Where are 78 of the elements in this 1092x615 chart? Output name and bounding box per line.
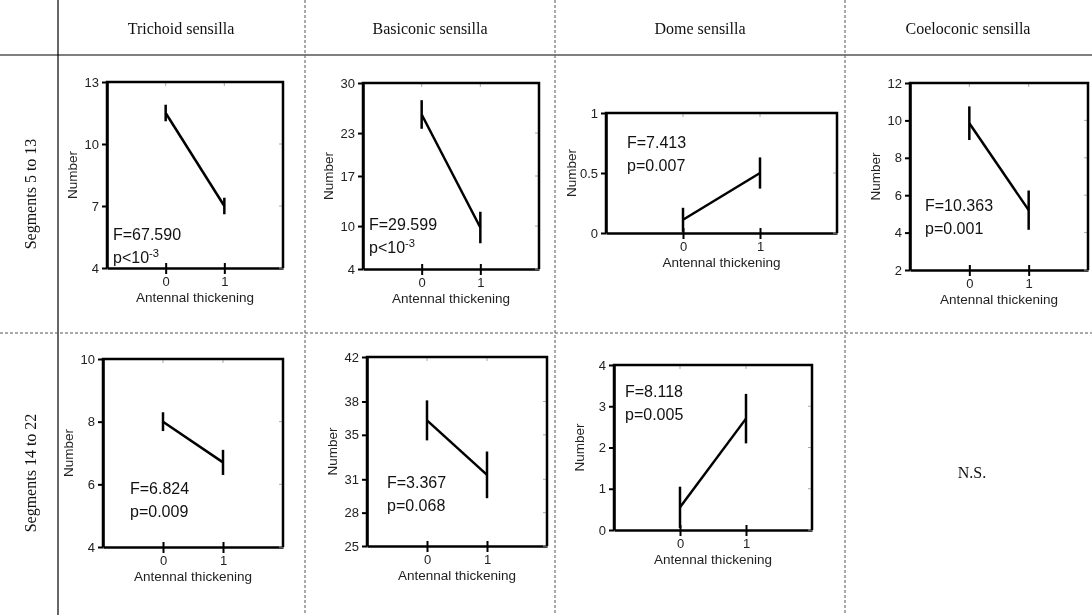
y-axis-title: Number xyxy=(65,150,80,200)
x-axis-title: Antennal thickening xyxy=(136,290,254,305)
x-axis-title: Antennal thickening xyxy=(392,291,510,306)
y-tick-label: 4 xyxy=(87,539,95,555)
annotation: F=8.118 xyxy=(625,383,684,400)
y-tick-label: 4 xyxy=(598,357,606,373)
text: Trichoid sensilla xyxy=(127,20,235,37)
y-tick-label: 4 xyxy=(91,260,99,276)
y-tick-label: 31 xyxy=(344,471,359,487)
annotation: p=0.005 xyxy=(625,406,684,423)
x-axis-title: Antennal thickening xyxy=(662,255,781,270)
x-axis-title: Antennal thickening xyxy=(398,568,516,583)
y-tick-label: 10 xyxy=(80,351,95,367)
text: Coeloconic sensilla xyxy=(905,20,1031,37)
y-tick-label: 10 xyxy=(84,136,99,152)
y-axis-title: Number xyxy=(564,148,579,198)
annotation: p<10$^{-3}$ xyxy=(113,247,159,266)
annotation: F=10.363 xyxy=(925,197,994,214)
x-tick-label: 0 xyxy=(162,274,170,290)
y-tick-label: 6 xyxy=(87,476,95,492)
x-tick-label: 1 xyxy=(477,275,485,291)
y-tick-label: 42 xyxy=(344,349,359,365)
text: Dome sensilla xyxy=(654,20,746,37)
annotation: p=0.001 xyxy=(925,220,984,237)
annotation: F=6.824 xyxy=(130,480,190,497)
x-tick-label: 0 xyxy=(423,552,432,568)
y-tick-label: 1 xyxy=(598,481,606,497)
text: Segments 14 to 22 xyxy=(21,413,40,533)
x-tick-label: 1 xyxy=(219,553,228,569)
x-tick-label: 0 xyxy=(966,276,974,292)
y-tick-label: 2 xyxy=(894,262,902,278)
y-tick-label: 1 xyxy=(590,105,598,121)
annotation: F=7.413 xyxy=(627,134,687,151)
y-axis-title: Number xyxy=(321,151,336,201)
y-tick-label: 23 xyxy=(340,125,355,141)
text: Basiconic sensilla xyxy=(372,20,488,37)
x-tick-label: 1 xyxy=(1025,276,1033,292)
annotation: p<10$^{-3}$ xyxy=(369,237,415,256)
y-tick-label: 8 xyxy=(87,414,95,430)
annotation: F=3.367 xyxy=(387,474,447,491)
y-tick-label: 7 xyxy=(91,198,99,214)
y-tick-label: 38 xyxy=(344,394,359,410)
annotation: p=0.009 xyxy=(130,503,189,520)
y-tick-label: 8 xyxy=(894,150,902,166)
y-axis-title: Number xyxy=(868,151,883,201)
y-axis-title: Number xyxy=(572,422,587,472)
x-tick-label: 0 xyxy=(418,275,426,291)
y-tick-label: 28 xyxy=(344,505,359,521)
y-tick-label: 3 xyxy=(598,398,606,414)
text: Segments 5 to 13 xyxy=(21,138,40,250)
y-tick-label: 0.5 xyxy=(579,165,598,181)
x-axis-title: Antennal thickening xyxy=(654,552,772,567)
annotation: p=0.007 xyxy=(627,157,686,174)
y-tick-label: 30 xyxy=(340,75,355,91)
annotation: F=67.590 xyxy=(113,226,182,243)
y-tick-label: 35 xyxy=(344,427,359,443)
y-axis-title: Number xyxy=(325,426,340,476)
x-axis-title: Antennal thickening xyxy=(940,292,1058,307)
y-tick-label: 0 xyxy=(590,225,598,241)
y-tick-label: 2 xyxy=(598,440,606,456)
annotation: F=29.599 xyxy=(369,216,438,233)
text: N.S. xyxy=(957,464,987,481)
y-tick-label: 25 xyxy=(344,538,359,554)
x-axis-title: Antennal thickening xyxy=(134,569,252,584)
y-tick-label: 6 xyxy=(894,187,902,203)
y-tick-label: 17 xyxy=(340,168,355,184)
y-tick-label: 0 xyxy=(598,522,606,538)
y-tick-label: 4 xyxy=(347,261,355,277)
x-tick-label: 0 xyxy=(159,553,168,569)
x-tick-label: 1 xyxy=(483,552,492,568)
y-axis-title: Number xyxy=(61,428,76,478)
y-tick-label: 4 xyxy=(894,225,902,241)
y-tick-label: 10 xyxy=(340,218,355,234)
y-tick-label: 10 xyxy=(887,113,902,129)
y-tick-label: 13 xyxy=(84,74,99,90)
y-tick-label: 12 xyxy=(887,75,902,91)
x-tick-label: 1 xyxy=(221,274,229,290)
annotation: p=0.068 xyxy=(387,497,446,514)
